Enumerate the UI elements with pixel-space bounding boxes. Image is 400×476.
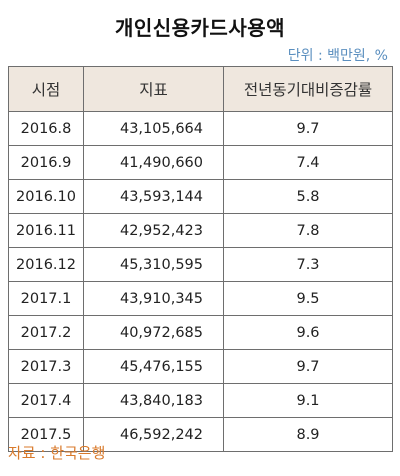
table-row: 2017.1 43,910,345 9.5	[8, 281, 393, 316]
cell-yoy-change: 8.9	[223, 417, 393, 452]
cell-yoy-change: 5.8	[223, 179, 393, 214]
cell-yoy-change: 9.5	[223, 281, 393, 316]
source-note: 자료 : 한국은행	[8, 444, 106, 462]
cell-indicator: 45,310,595	[83, 247, 224, 282]
cell-period: 2017.1	[8, 281, 84, 316]
page-title: 개인신용카드사용액	[114, 16, 286, 40]
cell-indicator: 43,910,345	[83, 281, 224, 316]
cell-indicator: 43,105,664	[83, 111, 224, 146]
cell-period: 2016.10	[8, 179, 84, 214]
table-row: 2017.4 43,840,183 9.1	[8, 383, 393, 418]
cell-yoy-change: 9.6	[223, 315, 393, 350]
cell-period: 2017.3	[8, 349, 84, 384]
table-header-row: 시점 지표 전년동기대비증감률	[8, 66, 393, 112]
cell-period: 2016.11	[8, 213, 84, 248]
cell-yoy-change: 9.7	[223, 111, 393, 146]
cell-indicator: 41,490,660	[83, 145, 224, 180]
cell-period: 2016.8	[8, 111, 84, 146]
column-header-period: 시점	[8, 66, 84, 112]
table-row: 2016.9 41,490,660 7.4	[8, 145, 393, 180]
table-row: 2016.10 43,593,144 5.8	[8, 179, 393, 214]
table-row: 2016.12 45,310,595 7.3	[8, 247, 393, 282]
cell-indicator: 45,476,155	[83, 349, 224, 384]
unit-label: 단위 : 백만원, %	[287, 48, 388, 64]
cell-yoy-change: 7.3	[223, 247, 393, 282]
table-row: 2017.5 46,592,242 8.9	[8, 417, 393, 452]
cell-indicator: 43,593,144	[83, 179, 224, 214]
cell-period: 2017.4	[8, 383, 84, 418]
cell-period: 2017.5	[8, 417, 84, 452]
cell-yoy-change: 9.7	[223, 349, 393, 384]
column-header-indicator: 지표	[83, 66, 224, 112]
column-header-yoy-change: 전년동기대비증감률	[223, 66, 393, 112]
cell-indicator: 43,840,183	[83, 383, 224, 418]
table-row: 2016.11 42,952,423 7.8	[8, 213, 393, 248]
data-table: 시점 지표 전년동기대비증감률 2016.8 43,105,664 9.7 20…	[8, 66, 393, 452]
table-row: 2017.2 40,972,685 9.6	[8, 315, 393, 350]
cell-period: 2016.12	[8, 247, 84, 282]
cell-indicator: 40,972,685	[83, 315, 224, 350]
table-row: 2017.3 45,476,155 9.7	[8, 349, 393, 384]
table-row: 2016.8 43,105,664 9.7	[8, 111, 393, 146]
cell-yoy-change: 7.8	[223, 213, 393, 248]
cell-period: 2016.9	[8, 145, 84, 180]
cell-yoy-change: 7.4	[223, 145, 393, 180]
cell-yoy-change: 9.1	[223, 383, 393, 418]
cell-period: 2017.2	[8, 315, 84, 350]
cell-indicator: 42,952,423	[83, 213, 224, 248]
